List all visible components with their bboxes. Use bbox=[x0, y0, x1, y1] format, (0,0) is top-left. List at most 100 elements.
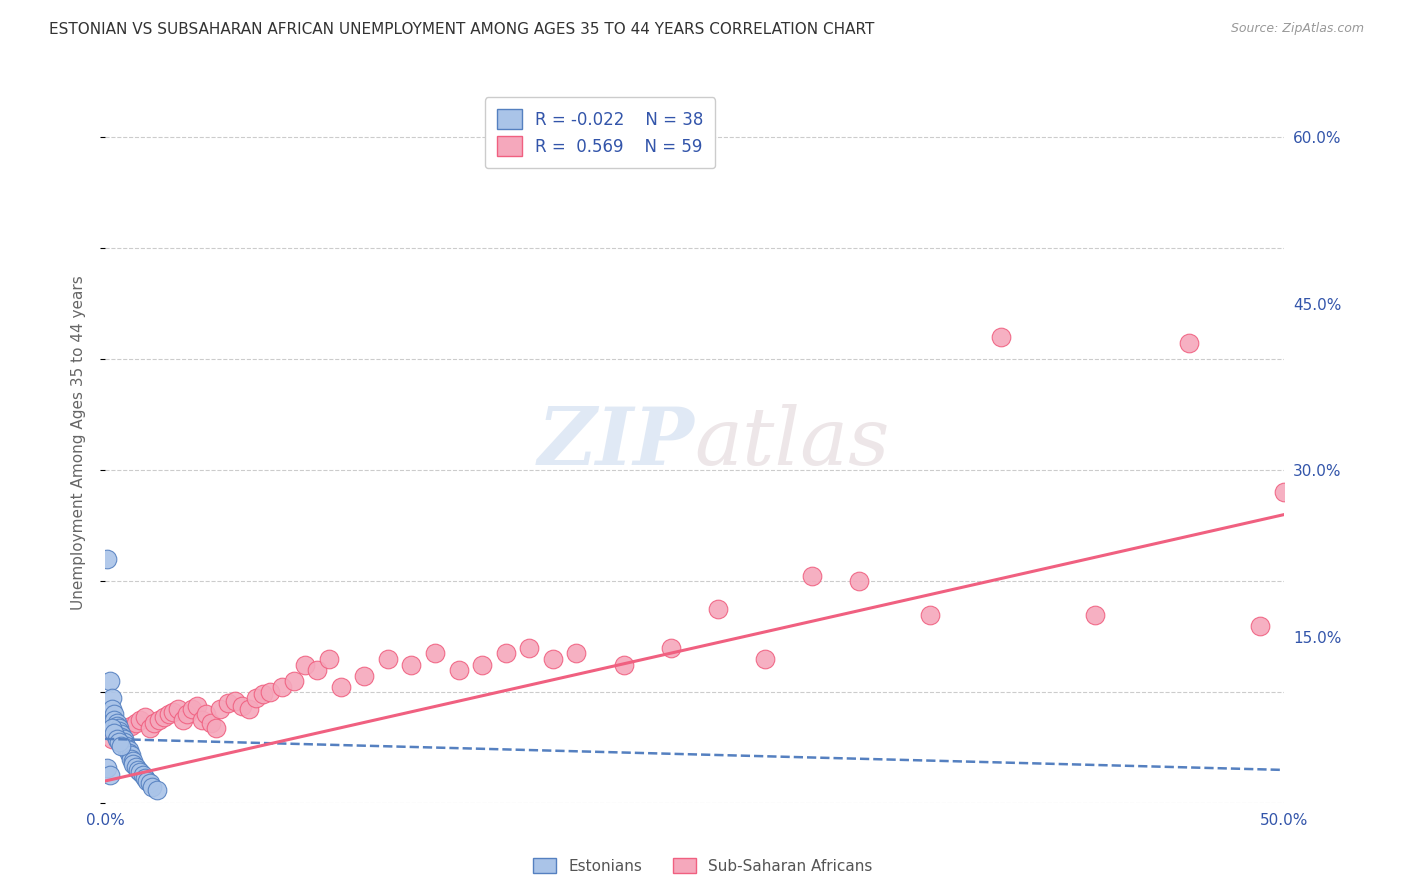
Point bbox=[120, 748, 142, 763]
Point bbox=[541, 652, 564, 666]
Point bbox=[112, 735, 135, 749]
Point bbox=[294, 657, 316, 672]
Text: atlas: atlas bbox=[695, 404, 890, 482]
Text: Source: ZipAtlas.com: Source: ZipAtlas.com bbox=[1230, 22, 1364, 36]
Point bbox=[801, 568, 824, 582]
Point bbox=[141, 780, 163, 794]
Text: ESTONIAN VS SUBSAHARAN AFRICAN UNEMPLOYMENT AMONG AGES 35 TO 44 YEARS CORRELATIO: ESTONIAN VS SUBSAHARAN AFRICAN UNEMPLOYM… bbox=[49, 22, 875, 37]
Point bbox=[990, 330, 1012, 344]
Point bbox=[495, 647, 517, 661]
Point bbox=[176, 707, 198, 722]
Point bbox=[103, 713, 125, 727]
Point bbox=[101, 690, 124, 705]
Point bbox=[108, 721, 131, 735]
Point bbox=[148, 713, 170, 727]
Point bbox=[186, 698, 208, 713]
Point bbox=[1084, 607, 1107, 622]
Point bbox=[105, 716, 128, 731]
Point bbox=[918, 607, 941, 622]
Point bbox=[270, 680, 292, 694]
Point bbox=[120, 752, 142, 766]
Point bbox=[131, 768, 153, 782]
Point bbox=[659, 640, 682, 655]
Point bbox=[245, 690, 267, 705]
Point bbox=[98, 674, 121, 689]
Point bbox=[1249, 618, 1271, 632]
Point bbox=[353, 668, 375, 682]
Point bbox=[162, 705, 184, 719]
Point bbox=[103, 707, 125, 722]
Point bbox=[848, 574, 870, 589]
Point bbox=[117, 743, 139, 757]
Point bbox=[129, 713, 152, 727]
Point bbox=[105, 718, 128, 732]
Point bbox=[517, 640, 540, 655]
Point bbox=[110, 730, 132, 744]
Point bbox=[231, 698, 253, 713]
Text: ZIP: ZIP bbox=[537, 404, 695, 482]
Point bbox=[377, 652, 399, 666]
Point bbox=[115, 739, 138, 753]
Point bbox=[195, 707, 218, 722]
Legend: R = -0.022    N = 38, R =  0.569    N = 59: R = -0.022 N = 38, R = 0.569 N = 59 bbox=[485, 97, 716, 168]
Point bbox=[105, 731, 128, 746]
Y-axis label: Unemployment Among Ages 35 to 44 years: Unemployment Among Ages 35 to 44 years bbox=[72, 276, 86, 610]
Point bbox=[153, 709, 176, 723]
Point bbox=[1272, 485, 1295, 500]
Point bbox=[124, 716, 146, 731]
Point bbox=[136, 774, 159, 789]
Point bbox=[204, 721, 226, 735]
Point bbox=[252, 688, 274, 702]
Point bbox=[707, 602, 730, 616]
Point bbox=[471, 657, 494, 672]
Point bbox=[110, 727, 132, 741]
Point bbox=[122, 754, 145, 768]
Point bbox=[122, 757, 145, 772]
Point bbox=[134, 709, 156, 723]
Point bbox=[96, 761, 118, 775]
Point bbox=[217, 697, 239, 711]
Point bbox=[120, 718, 142, 732]
Point bbox=[112, 731, 135, 746]
Point bbox=[200, 716, 222, 731]
Point bbox=[1178, 335, 1201, 350]
Point bbox=[129, 765, 152, 780]
Point bbox=[115, 740, 138, 755]
Point bbox=[96, 552, 118, 566]
Point bbox=[157, 707, 180, 722]
Point bbox=[423, 647, 446, 661]
Point bbox=[259, 685, 281, 699]
Point bbox=[134, 771, 156, 785]
Point bbox=[146, 783, 169, 797]
Point bbox=[124, 759, 146, 773]
Point bbox=[105, 727, 128, 741]
Point bbox=[101, 731, 124, 746]
Point bbox=[401, 657, 423, 672]
Point bbox=[318, 652, 340, 666]
Point bbox=[565, 647, 588, 661]
Point bbox=[110, 739, 132, 753]
Point bbox=[167, 702, 190, 716]
Point bbox=[209, 702, 232, 716]
Point bbox=[101, 721, 124, 735]
Point bbox=[190, 713, 212, 727]
Point bbox=[754, 652, 776, 666]
Point bbox=[329, 680, 352, 694]
Point bbox=[143, 716, 166, 731]
Point bbox=[117, 746, 139, 760]
Point bbox=[103, 726, 125, 740]
Point bbox=[101, 702, 124, 716]
Point bbox=[447, 663, 470, 677]
Point bbox=[127, 763, 149, 777]
Point bbox=[181, 702, 204, 716]
Point bbox=[283, 674, 305, 689]
Point bbox=[307, 663, 329, 677]
Point bbox=[108, 735, 131, 749]
Point bbox=[172, 713, 194, 727]
Point bbox=[224, 694, 246, 708]
Point bbox=[613, 657, 636, 672]
Point bbox=[139, 721, 162, 735]
Point bbox=[115, 721, 138, 735]
Point bbox=[108, 724, 131, 739]
Point bbox=[110, 724, 132, 739]
